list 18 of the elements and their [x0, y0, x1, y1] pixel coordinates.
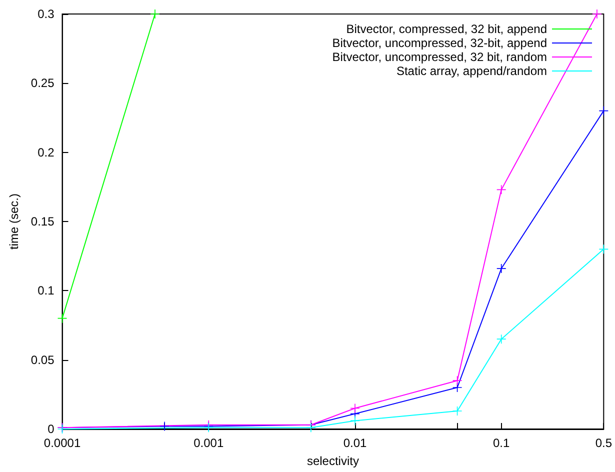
- x-axis-title: selectivity: [306, 454, 359, 468]
- y-tick-label: 0.2: [38, 145, 55, 160]
- x-tick-label: 0.1: [493, 436, 510, 450]
- legend-label: Static array, append/random: [396, 64, 547, 78]
- x-tick-label: 0.01: [343, 436, 367, 450]
- y-tick-label: 0.05: [30, 352, 55, 367]
- x-tick-label: 0.001: [194, 436, 224, 450]
- y-tick-label: 0: [48, 422, 55, 436]
- x-tick-label: 0.5: [595, 436, 612, 450]
- y-axis-title: time (sec.): [7, 193, 21, 250]
- legend-label: Bitvector, compressed, 32 bit, append: [346, 22, 547, 36]
- y-tick-label: 0.25: [30, 76, 55, 90]
- x-tick-label: 0.0001: [44, 436, 81, 450]
- legend-label: Bitvector, uncompressed, 32-bit, append: [332, 36, 547, 50]
- y-tick-label: 0.3: [38, 7, 55, 21]
- y-tick-label: 0.15: [30, 214, 55, 228]
- legend-label: Bitvector, uncompressed, 32 bit, random: [332, 50, 547, 64]
- y-tick-label: 0.1: [38, 284, 55, 298]
